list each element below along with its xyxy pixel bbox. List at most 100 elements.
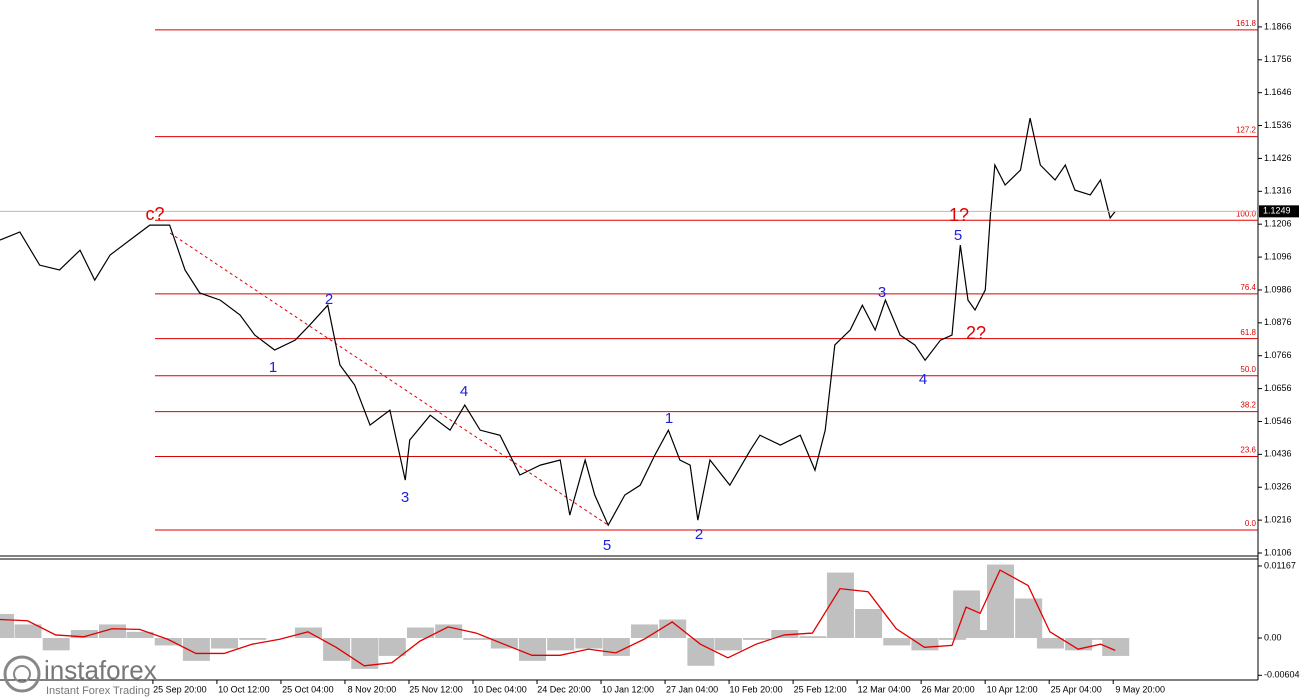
y-tick-label: 1.1206 (1264, 219, 1292, 229)
histogram-bar (239, 638, 267, 640)
histogram-bar (351, 638, 379, 669)
histogram-bar (967, 629, 995, 639)
x-tick-label: 10 Jan 12:00 (602, 684, 654, 694)
fib-label: 0.0 (1245, 519, 1257, 528)
y-tick-label: 1.0986 (1264, 284, 1292, 294)
y-tick-label: 1.0876 (1264, 317, 1292, 327)
x-tick-label: 12 Mar 04:00 (858, 684, 911, 694)
histogram-bar (154, 638, 182, 646)
x-tick-label: 27 Jan 04:00 (666, 684, 718, 694)
fib-label: 61.8 (1240, 328, 1256, 337)
fib-label: 76.4 (1240, 283, 1256, 292)
histogram-bar (463, 638, 491, 640)
wave-label: 2? (966, 323, 986, 343)
x-tick-label: 25 Apr 04:00 (1051, 684, 1102, 694)
price-line (0, 117, 1116, 527)
wave-label: 5 (954, 227, 962, 244)
histogram-bar (519, 638, 547, 661)
y-tick-label: 1.1316 (1264, 186, 1292, 196)
y-tick-label: 1.1646 (1264, 87, 1292, 97)
fib-label: 161.8 (1236, 19, 1257, 28)
y-tick-label: 1.0766 (1264, 350, 1292, 360)
x-tick-label: 10 Apr 12:00 (987, 684, 1038, 694)
histogram-bar (855, 609, 883, 639)
logo (13, 665, 31, 683)
x-tick-label: 25 Sep 20:00 (153, 684, 207, 694)
histogram-bar (1036, 638, 1064, 649)
tagline: Instant Forex Trading (46, 685, 150, 697)
wave-label: 3 (401, 489, 409, 506)
histogram-bar (1102, 638, 1130, 656)
x-tick-label: 8 Nov 20:00 (348, 684, 397, 694)
wave-label: 1 (269, 359, 277, 376)
y-tick-label: 0.00 (1264, 632, 1282, 642)
price-tag-label: 1.1249 (1263, 206, 1291, 216)
histogram-bar (14, 624, 42, 639)
fib-label: 100.0 (1236, 209, 1257, 218)
wave-label: 4 (460, 383, 468, 400)
wave-label: 2 (695, 526, 703, 543)
brand: instaforex (44, 655, 157, 685)
signal-line (0, 569, 1116, 667)
histogram-bar (938, 638, 966, 640)
x-tick-label: 26 Mar 20:00 (922, 684, 975, 694)
x-tick-label: 10 Oct 12:00 (218, 684, 270, 694)
y-tick-label: 1.0656 (1264, 383, 1292, 393)
histogram-bar (986, 564, 1014, 639)
y-tick-label: 1.0546 (1264, 416, 1292, 426)
fib-label: 38.2 (1240, 401, 1256, 410)
histogram-bar (659, 619, 687, 639)
histogram-bar (1015, 598, 1043, 639)
histogram-bar (714, 638, 742, 651)
wave-label: 3 (878, 284, 886, 301)
wave-label: 2 (325, 291, 333, 308)
wave-label: 5 (603, 537, 611, 554)
x-tick-label: 25 Feb 12:00 (794, 684, 847, 694)
y-tick-label: 1.1096 (1264, 251, 1292, 261)
histogram-bar (547, 638, 575, 651)
histogram-bar (378, 638, 406, 656)
trend-line (169, 232, 609, 526)
histogram-bar (826, 572, 854, 639)
y-tick-label: 1.1866 (1264, 21, 1292, 31)
histogram-bar (883, 638, 911, 646)
histogram-bar (687, 638, 715, 666)
wave-label: 1 (665, 410, 673, 427)
y-tick-label: 1.1426 (1264, 153, 1292, 163)
fib-label: 127.2 (1236, 126, 1257, 135)
y-tick-label: 1.1756 (1264, 54, 1292, 64)
y-tick-label: 1.0216 (1264, 515, 1292, 525)
histogram-bar (406, 627, 434, 639)
watermark: instaforex Instant Forex Trading (3, 655, 157, 697)
histogram-bar (490, 638, 518, 649)
x-tick-label: 24 Dec 20:00 (537, 684, 591, 694)
fib-label: 50.0 (1240, 365, 1256, 374)
x-tick-label: 10 Dec 04:00 (473, 684, 527, 694)
histogram-bar (211, 638, 239, 649)
histogram-bar (99, 624, 127, 639)
x-tick-label: 10 Feb 20:00 (730, 684, 783, 694)
histogram-bar (126, 631, 154, 639)
x-tick-label: 9 May 20:00 (1115, 684, 1165, 694)
histogram-bar (0, 613, 14, 639)
y-tick-label: 1.0106 (1264, 547, 1292, 557)
wave-label: 4 (919, 371, 927, 388)
x-tick-label: 25 Oct 04:00 (282, 684, 334, 694)
y-tick-label: -0.00604 (1264, 670, 1300, 680)
price-tag (1259, 205, 1299, 218)
histogram-bar (70, 629, 98, 639)
logo (3, 655, 41, 693)
histogram-bar (743, 638, 771, 640)
wave-label: c? (145, 204, 164, 224)
fib-label: 23.6 (1240, 446, 1256, 455)
y-tick-label: 0.01167 (1264, 560, 1296, 570)
histogram-bar (631, 624, 659, 639)
y-tick-label: 1.0326 (1264, 482, 1292, 492)
x-tick-label: 25 Nov 12:00 (409, 684, 463, 694)
histogram-bar (575, 638, 603, 649)
histogram-bar (771, 629, 799, 639)
histogram-bar (799, 636, 827, 639)
histogram-bar (182, 638, 210, 661)
